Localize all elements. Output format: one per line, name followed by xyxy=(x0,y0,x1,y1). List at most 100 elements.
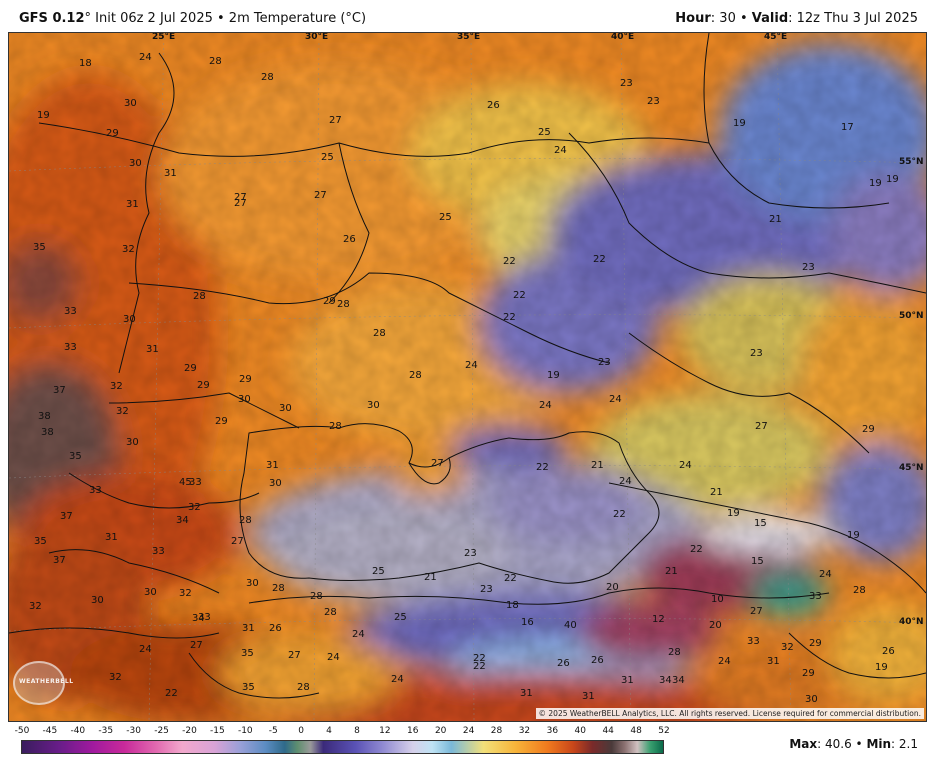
temperature-value-label: 29 xyxy=(802,668,815,679)
temperature-value-label: 28 xyxy=(272,583,285,594)
temperature-value-label: 23 xyxy=(598,357,611,368)
temperature-value-label: 28 xyxy=(373,328,386,339)
temperature-value-label: 24 xyxy=(679,460,692,471)
temperature-legend: -50 -45 -40 -35 -30 -25 -20 -15 -10 -5 0 4 8 12 16 20 24… xyxy=(15,726,670,760)
legend-tick-label: 28 xyxy=(490,726,503,736)
temperature-value-label: 19 xyxy=(37,110,50,121)
temperature-value-label: 32 xyxy=(110,381,123,392)
temperature-value-label: 31 xyxy=(126,199,139,210)
temperature-value-label: 21 xyxy=(424,572,437,583)
temperature-value-label: 19 xyxy=(547,370,560,381)
legend-tick-label: -10 xyxy=(237,726,253,736)
temperature-value-label: 33 xyxy=(747,636,760,647)
temperature-value-label: 22 xyxy=(473,661,486,672)
temperature-value-label: 19 xyxy=(869,178,882,189)
temperature-value-label: 30 xyxy=(269,478,282,489)
temperature-value-label: 21 xyxy=(710,487,723,498)
hour-value: : 30 • xyxy=(710,11,752,26)
temperature-value-label: 20 xyxy=(606,582,619,593)
latitude-label: 45°N xyxy=(899,463,924,473)
valid-value: : 12z Thu 3 Jul 2025 xyxy=(788,11,918,26)
temperature-map[interactable]: © 2025 WeatherBELL Analytics, LLC. All r… xyxy=(8,32,927,722)
legend-tick-label: -30 xyxy=(126,726,141,736)
temperature-value-label: 22 xyxy=(513,290,526,301)
latitude-label: 40°N xyxy=(899,617,924,627)
temperature-value-label: 30 xyxy=(805,694,818,705)
temperature-value-label: 27 xyxy=(431,458,444,469)
temperature-value-label: 23 xyxy=(647,96,660,107)
temperature-value-label: 28 xyxy=(337,299,350,310)
temperature-value-label: 26 xyxy=(343,234,356,245)
map-canvas xyxy=(9,33,926,721)
temperature-value-label: 30 xyxy=(367,400,380,411)
temperature-value-label: 30 xyxy=(91,595,104,606)
temperature-value-label: 22 xyxy=(473,653,486,664)
temperature-value-label: 28 xyxy=(297,682,310,693)
temperature-value-label: 27 xyxy=(231,536,244,547)
legend-tick-label: 52 xyxy=(658,726,670,736)
max-min-stats: Max: 40.6 • Min: 2.1 xyxy=(789,737,918,751)
temperature-value-label: 22 xyxy=(503,256,516,267)
temperature-value-label: 22 xyxy=(613,509,626,520)
temperature-value-label: 25 xyxy=(394,612,407,623)
legend-tick-label: -20 xyxy=(182,726,197,736)
legend-tick-label: 0 xyxy=(298,726,304,736)
weatherbell-logo: WEATHERBELL xyxy=(13,661,73,705)
temperature-value-label: 15 xyxy=(751,556,764,567)
latitude-label: 50°N xyxy=(899,311,924,321)
longitude-label: 35°E xyxy=(457,32,481,42)
temperature-value-label: 32 xyxy=(188,502,201,513)
temperature-value-label: 29 xyxy=(862,424,875,435)
latitude-label: 55°N xyxy=(899,157,924,167)
temperature-value-label: 27 xyxy=(288,650,301,661)
temperature-value-label: 30 xyxy=(123,314,136,325)
legend-tick-label: -45 xyxy=(42,726,58,736)
min-label: Min xyxy=(866,737,892,751)
temperature-value-label: 28 xyxy=(310,591,323,602)
temperature-value-label: 37 xyxy=(60,511,73,522)
legend-tick-label: 8 xyxy=(354,726,360,736)
longitude-label: 45°E xyxy=(764,32,788,42)
legend-color-bar xyxy=(21,740,664,754)
temperature-value-label: 30 xyxy=(144,587,157,598)
temperature-value-label: 24 xyxy=(619,476,632,487)
temperature-value-label: 23 xyxy=(480,584,493,595)
min-value: : 2.1 xyxy=(891,737,918,751)
model-run-info: ° Init 06z 2 Jul 2025 • 2m Temperature (… xyxy=(84,11,367,26)
temperature-value-label: 31 xyxy=(767,656,780,667)
temperature-value-label: 22 xyxy=(503,312,516,323)
temperature-value-label: 26 xyxy=(269,623,282,634)
temperature-value-label: 27 xyxy=(314,190,327,201)
temperature-value-label: 12 xyxy=(652,614,665,625)
max-value: : 40.6 • xyxy=(817,737,867,751)
temperature-value-label: 28 xyxy=(668,647,681,658)
legend-tick-label: 4 xyxy=(326,726,332,736)
legend-ticks: -50 -45 -40 -35 -30 -25 -20 -15 -10 -5 0 4 8 12 16 20 24… xyxy=(15,726,670,738)
temperature-value-label: 31 xyxy=(582,691,595,702)
temperature-value-label: 27 xyxy=(234,198,247,209)
temperature-value-label: 24 xyxy=(554,145,567,156)
legend-tick-label: -5 xyxy=(268,726,278,736)
longitude-label: 30°E xyxy=(305,32,329,42)
temperature-value-label: 35 xyxy=(33,242,46,253)
temperature-value-label: 26 xyxy=(487,100,500,111)
temperature-value-label: 23 xyxy=(620,78,633,89)
legend-tick-label: -35 xyxy=(98,726,114,736)
temperature-value-label: 21 xyxy=(769,214,782,225)
temperature-value-label: 29 xyxy=(239,374,252,385)
temperature-value-label: 19 xyxy=(875,662,888,673)
temperature-value-label: 38 xyxy=(38,411,51,422)
longitude-label: 40°E xyxy=(611,32,635,42)
temperature-value-label: 18 xyxy=(79,58,92,69)
temperature-value-label: 27 xyxy=(329,115,342,126)
temperature-value-label: 22 xyxy=(593,254,606,265)
temperature-value-label: 22 xyxy=(165,688,178,699)
temperature-value-label: 24 xyxy=(609,394,622,405)
temperature-value-label: 30 xyxy=(126,437,139,448)
temperature-value-label: 31 xyxy=(266,460,279,471)
valid-time: Hour: 30 • Valid: 12z Thu 3 Jul 2025 xyxy=(675,11,918,26)
map-title: GFS 0.12° Init 06z 2 Jul 2025 • 2m Tempe… xyxy=(19,11,366,26)
temperature-value-label: 31 xyxy=(164,168,177,179)
temperature-value-label: 19 xyxy=(733,118,746,129)
temperature-value-label: 28 xyxy=(239,515,252,526)
